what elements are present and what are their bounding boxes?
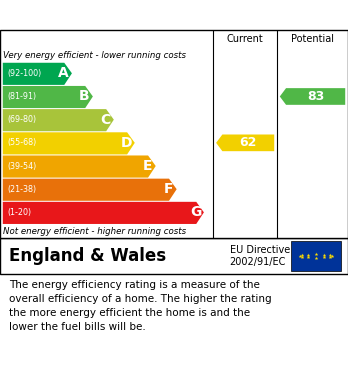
- Text: G: G: [190, 205, 201, 219]
- Text: Not energy efficient - higher running costs: Not energy efficient - higher running co…: [3, 227, 187, 236]
- Text: Current: Current: [227, 34, 263, 44]
- Text: (92-100): (92-100): [7, 69, 41, 78]
- Text: Potential: Potential: [291, 34, 334, 44]
- Polygon shape: [3, 86, 93, 108]
- Polygon shape: [3, 132, 135, 154]
- Text: C: C: [100, 113, 111, 127]
- Text: 62: 62: [240, 136, 257, 149]
- Text: F: F: [164, 182, 173, 196]
- Polygon shape: [3, 156, 156, 178]
- Text: EU Directive
2002/91/EC: EU Directive 2002/91/EC: [230, 245, 290, 267]
- Text: (21-38): (21-38): [7, 185, 36, 194]
- Text: (55-68): (55-68): [7, 138, 36, 147]
- Text: (81-91): (81-91): [7, 92, 36, 101]
- Text: (1-20): (1-20): [7, 208, 31, 217]
- Text: (39-54): (39-54): [7, 161, 36, 170]
- Polygon shape: [3, 63, 72, 85]
- Polygon shape: [3, 179, 177, 201]
- Text: The energy efficiency rating is a measure of the
overall efficiency of a home. T: The energy efficiency rating is a measur…: [9, 280, 271, 332]
- Text: England & Wales: England & Wales: [9, 247, 166, 265]
- Text: Energy Efficiency Rating: Energy Efficiency Rating: [9, 7, 219, 23]
- Polygon shape: [280, 88, 345, 105]
- Text: 83: 83: [307, 90, 324, 103]
- Text: E: E: [143, 159, 152, 173]
- Text: B: B: [79, 90, 90, 104]
- Polygon shape: [3, 109, 114, 131]
- Text: A: A: [58, 66, 69, 80]
- Text: (69-80): (69-80): [7, 115, 36, 124]
- Polygon shape: [3, 202, 204, 224]
- Text: D: D: [121, 136, 132, 150]
- Bar: [291, 241, 341, 271]
- Text: Very energy efficient - lower running costs: Very energy efficient - lower running co…: [3, 51, 187, 60]
- Polygon shape: [216, 135, 274, 151]
